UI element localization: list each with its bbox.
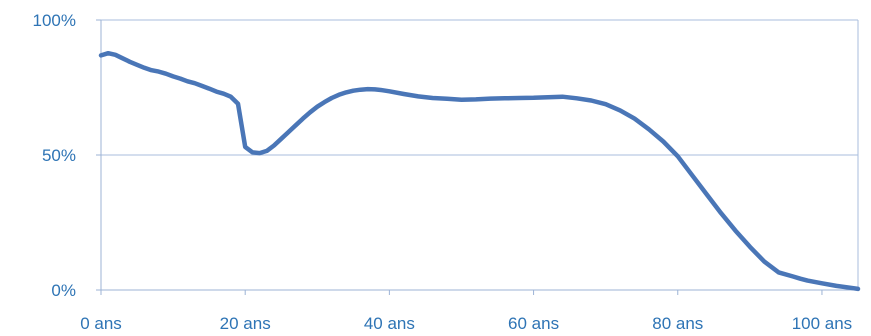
x-tick-label-2: 40 ans [364, 314, 415, 333]
y-tick-label-0: 0% [51, 281, 76, 300]
x-tick-label-3: 60 ans [508, 314, 559, 333]
y-tick-label-1: 50% [42, 146, 76, 165]
axes [96, 19, 858, 295]
gridlines [101, 19, 859, 290]
series-layer [98, 50, 861, 292]
x-tick-label-5: 100 ans [792, 314, 853, 333]
tick-labels: 0 ans 20 ans 40 ans 60 ans 80 ans 100 ans 0% 50… [33, 11, 853, 333]
x-tick-label-4: 80 ans [652, 314, 703, 333]
series-line-0 [98, 50, 861, 292]
y-tick-label-2: 100% [33, 11, 76, 30]
x-tick-label-0: 0 ans [80, 314, 122, 333]
x-tick-label-1: 20 ans [220, 314, 271, 333]
